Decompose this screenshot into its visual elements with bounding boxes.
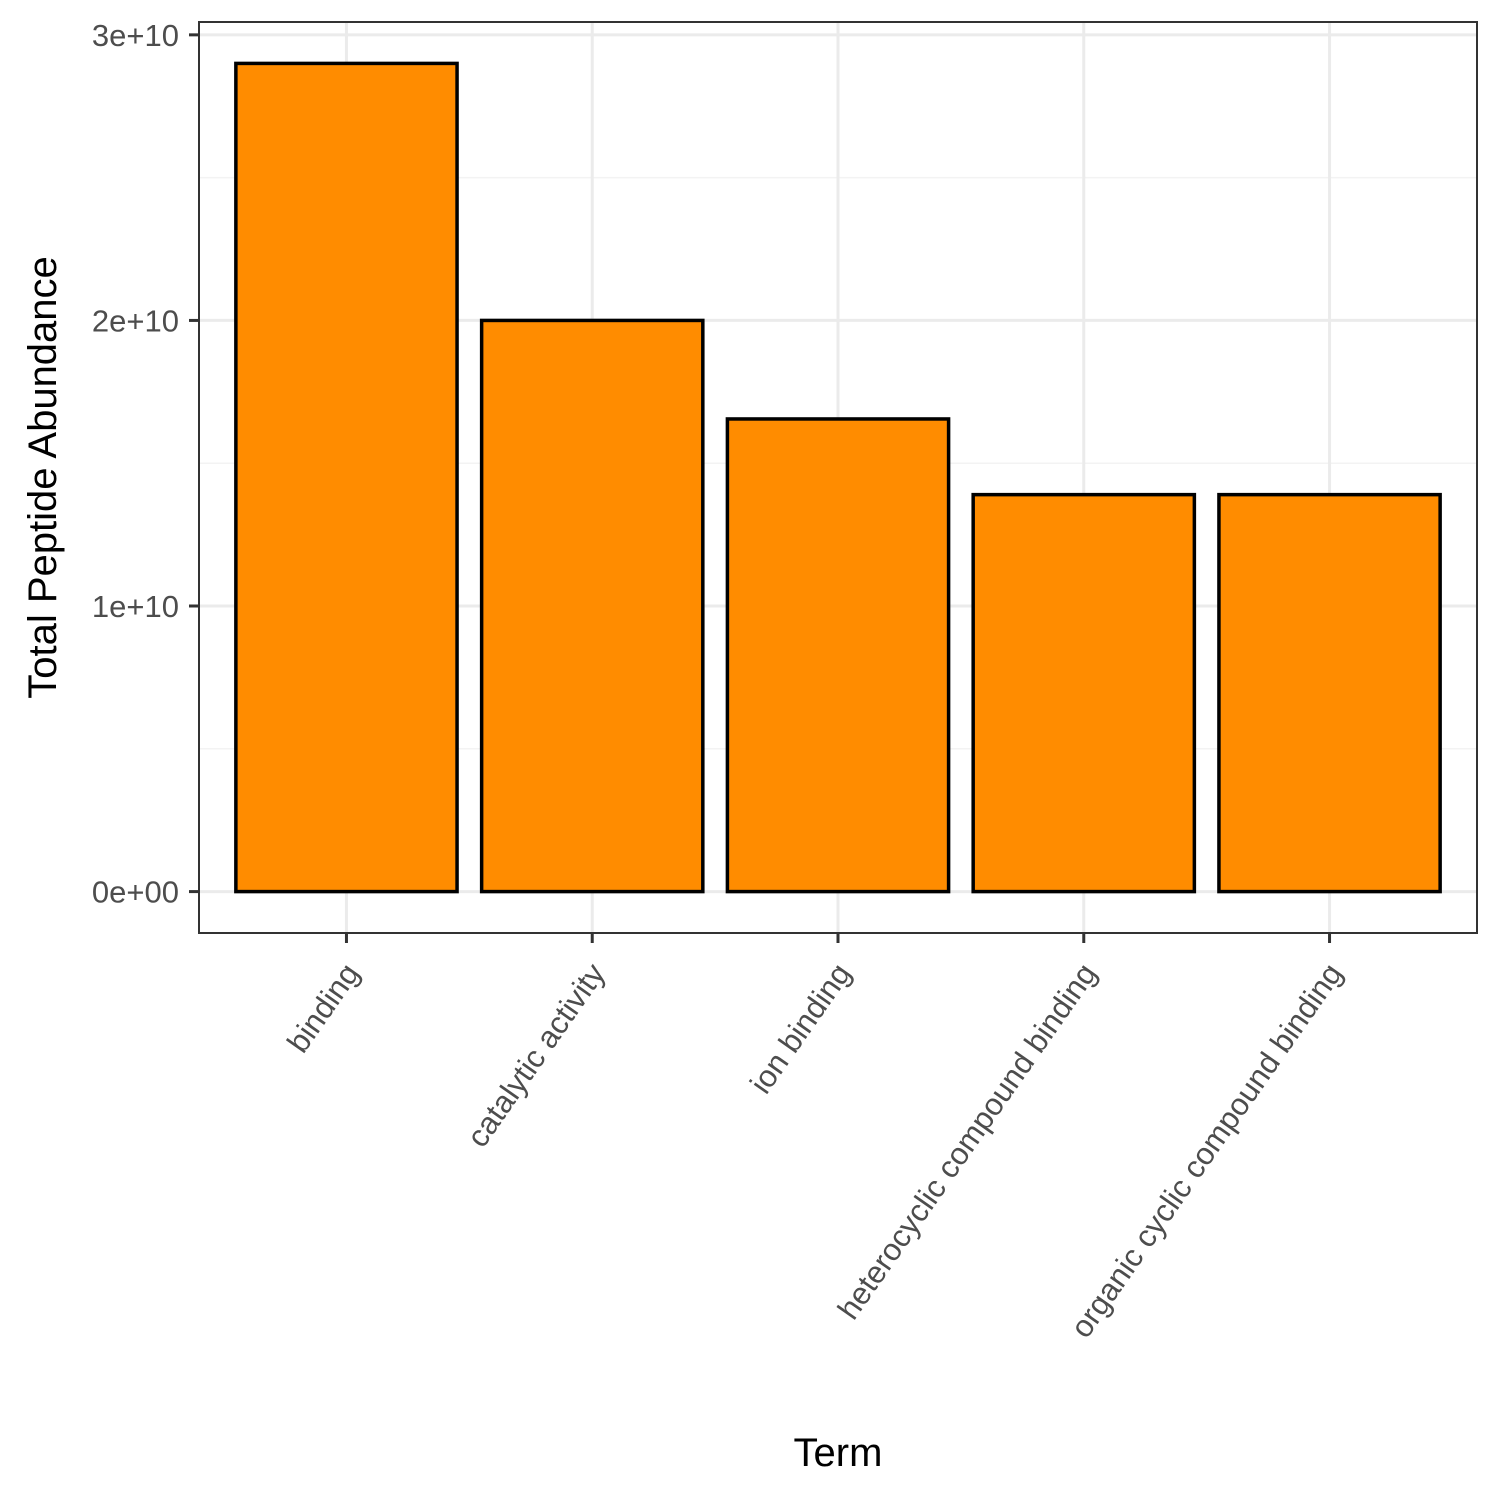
y-tick-label: 3e+10	[92, 18, 179, 53]
x-tick-label: catalytic activity	[460, 957, 612, 1154]
x-axis-title: Term	[794, 1431, 883, 1475]
x-tick-label: ion binding	[743, 957, 858, 1100]
bars	[234, 61, 1442, 894]
bar-binding	[234, 61, 459, 894]
x-axis-ticks: binding catalytic activity ion bindinghete…	[280, 933, 1349, 1344]
bar-organic-cyclic-compound-binding	[1217, 492, 1442, 894]
y-tick-label: 1e+10	[92, 589, 179, 624]
x-tick-label: heterocyclic compound binding	[831, 957, 1104, 1326]
y-tick-label: 0e+00	[92, 875, 179, 910]
y-axis-ticks: 0e+00 1e+10 2e+10 3e+10	[92, 18, 199, 910]
y-axis-title: Total Peptide Abundance	[21, 256, 65, 699]
y-tick-label: 2e+10	[92, 303, 179, 338]
x-tick-label: binding	[280, 957, 366, 1059]
bar-ion-binding	[725, 417, 951, 894]
x-tick-label: organic cyclic compound binding	[1064, 957, 1350, 1344]
bar-heterocyclic-compound-binding	[971, 492, 1197, 894]
bar-catalytic-activity	[479, 318, 705, 894]
